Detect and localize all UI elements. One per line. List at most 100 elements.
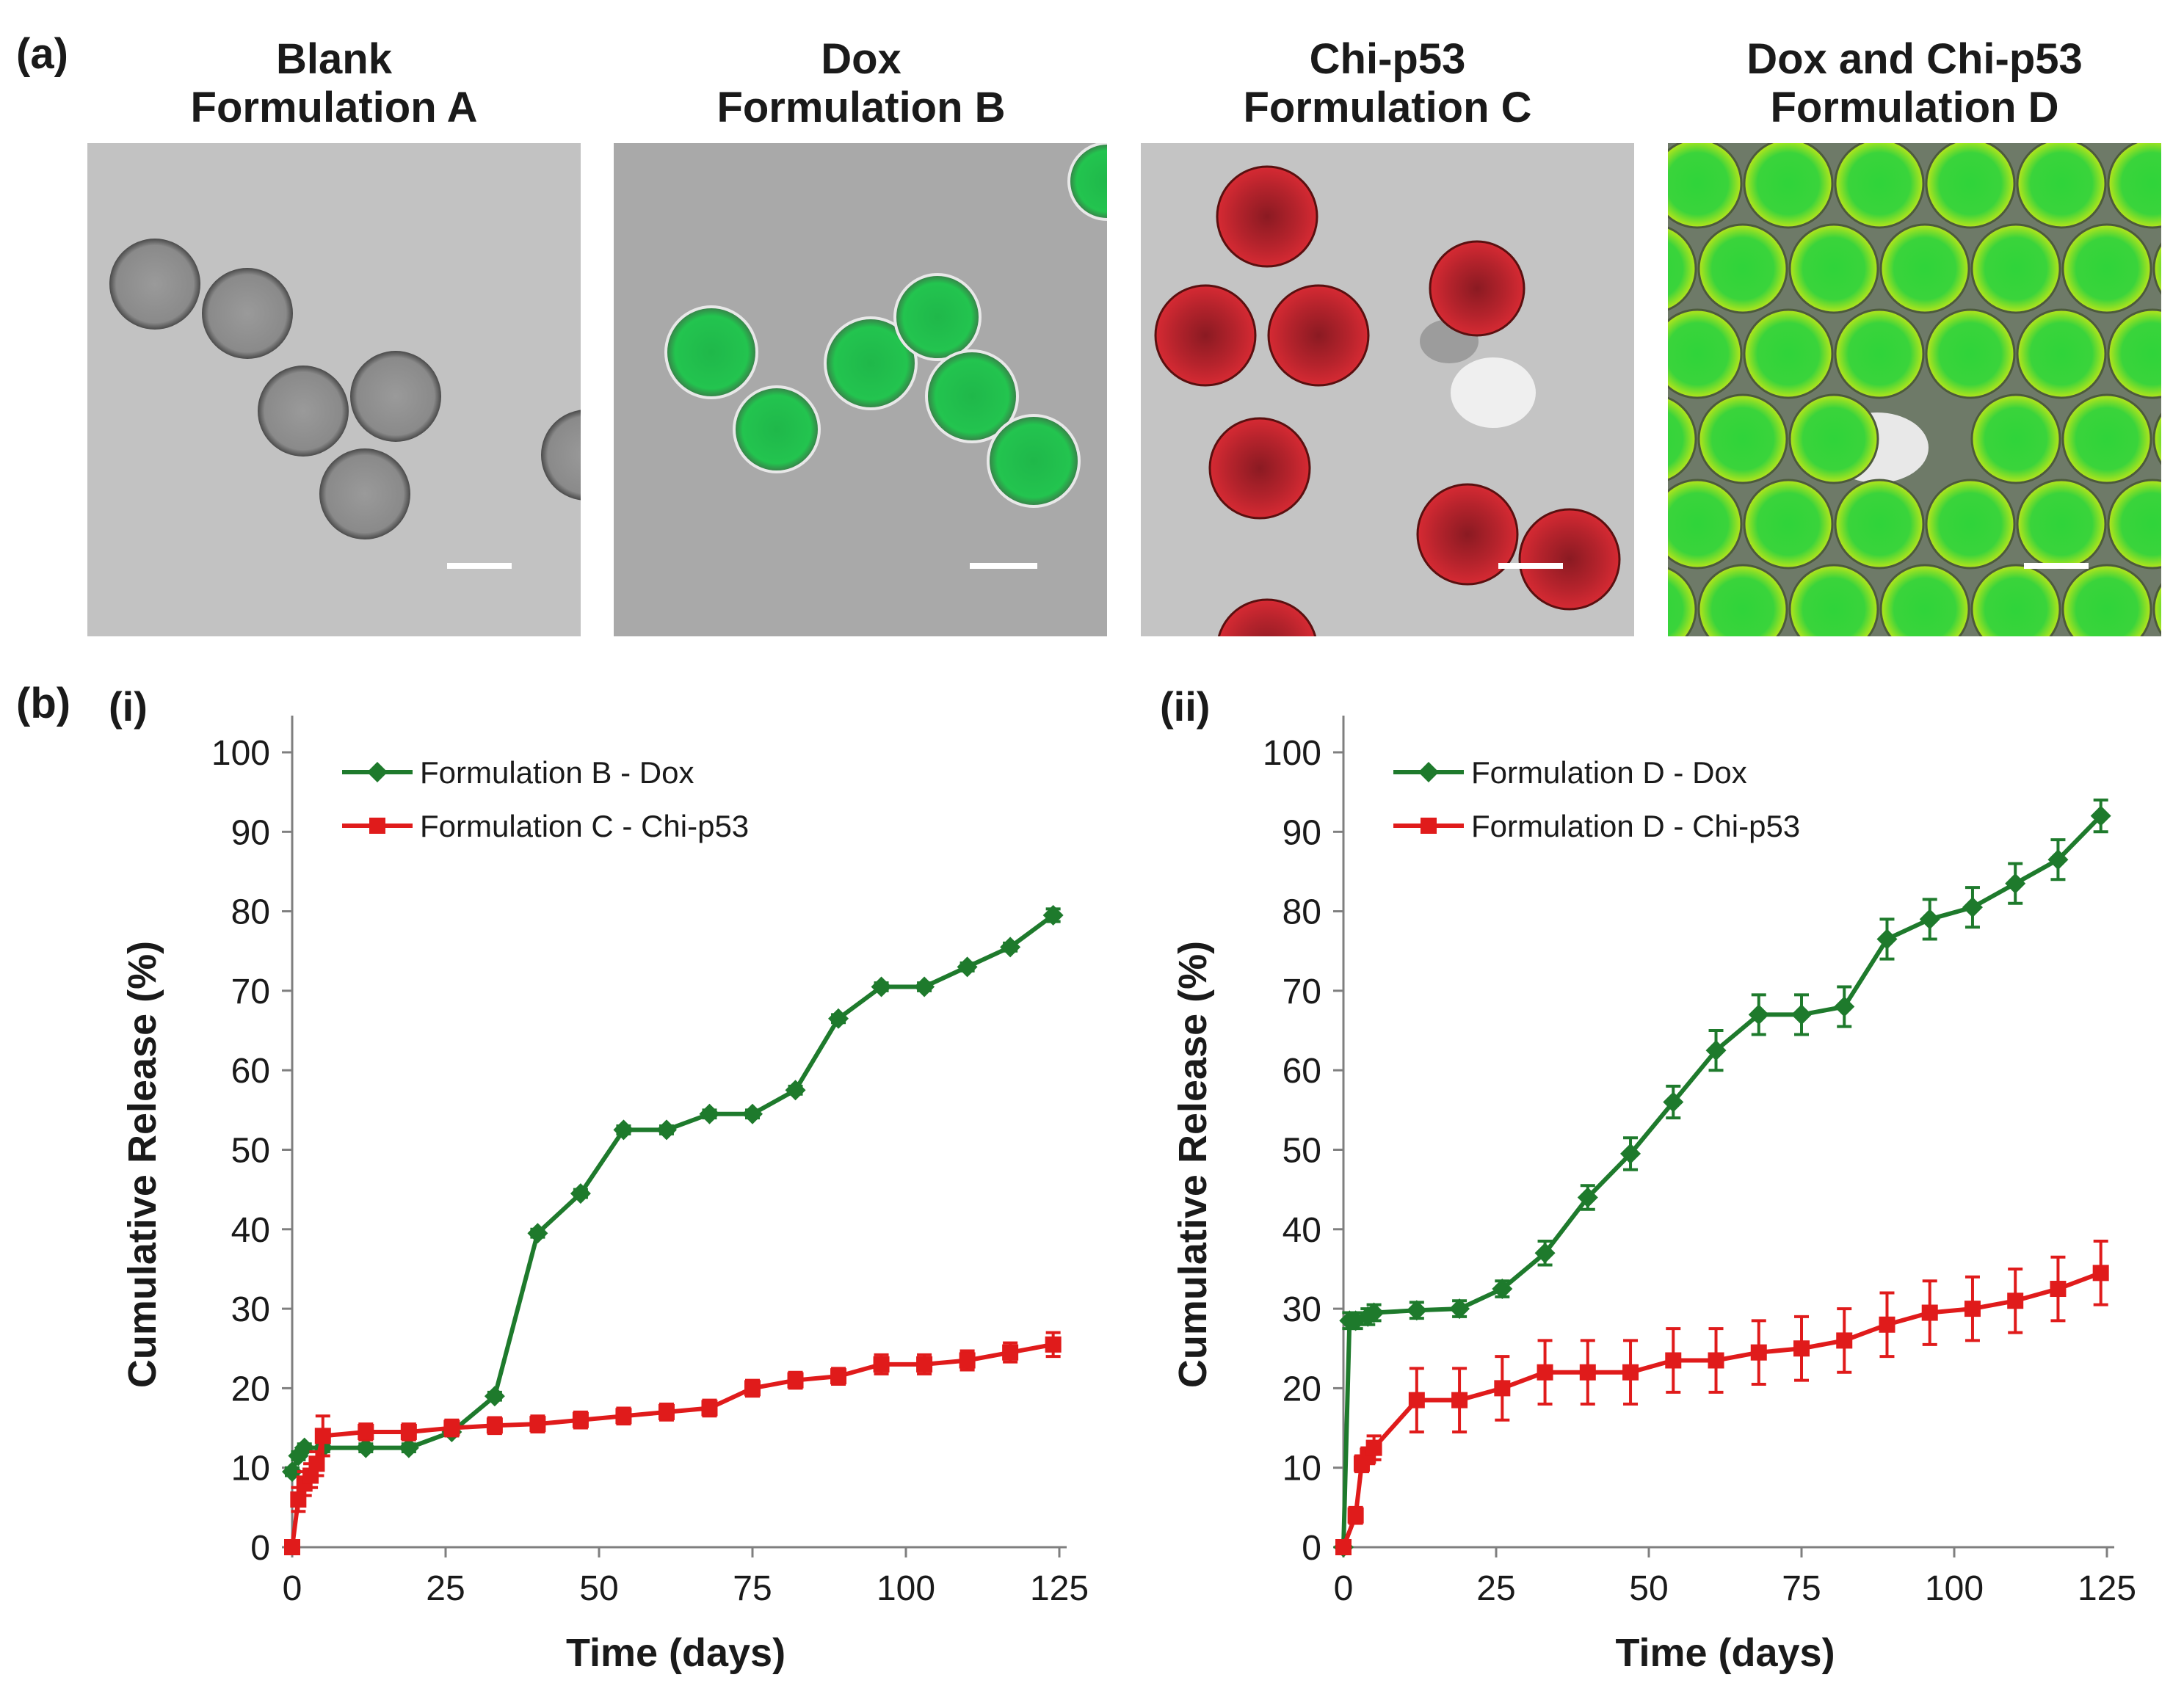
data-point — [570, 1183, 591, 1204]
series-line — [290, 913, 1055, 1473]
microsphere — [1834, 479, 1925, 570]
panel-b-label: (b) — [16, 680, 71, 727]
x-tick-label: 50 — [579, 1569, 618, 1608]
x-axis-label: Time (days) — [1615, 1631, 1835, 1675]
data-point — [1000, 937, 1021, 958]
chart-1: (i) 0 10 20 30 40 50 60 70 80 90 100 0 25 50 75 100 125 Ti… — [109, 683, 1089, 1675]
data-point — [1921, 1304, 1938, 1321]
data-point — [1449, 1298, 1470, 1320]
data-point — [443, 1419, 460, 1436]
data-point — [613, 1119, 634, 1141]
y-tick-label: 70 — [1283, 973, 1321, 1011]
data-point — [1579, 1364, 1596, 1381]
micrograph-a — [87, 143, 581, 636]
data-point — [1537, 1364, 1553, 1381]
legend-label: Formulation D - Chi-p53 — [1471, 809, 1800, 843]
microsphere — [2107, 143, 2161, 229]
microsphere — [2107, 308, 2161, 399]
microsphere — [2016, 308, 2107, 399]
data-point — [486, 1417, 503, 1434]
micrograph-d — [1668, 143, 2161, 636]
data-point — [284, 1539, 300, 1555]
microsphere — [1697, 564, 1788, 636]
data-point — [400, 1423, 417, 1440]
data-point — [1492, 1279, 1513, 1300]
data-point — [1363, 1302, 1385, 1323]
microsphere — [1154, 284, 1257, 387]
data-point — [1705, 1040, 1727, 1061]
data-point — [1620, 1143, 1641, 1164]
x-tick-label: 125 — [2078, 1569, 2136, 1608]
y-tick-label: 80 — [1283, 893, 1321, 932]
data-point — [1577, 1187, 1598, 1208]
microsphere — [1668, 396, 1697, 481]
y-tick-label: 100 — [1263, 734, 1321, 773]
y-tick-label: 10 — [231, 1450, 270, 1488]
microsphere — [1217, 598, 1317, 636]
y-tick-label: 40 — [231, 1211, 270, 1250]
microsphere — [925, 349, 1019, 443]
microsphere — [541, 410, 581, 501]
data-point — [2050, 1281, 2067, 1298]
y-tick-label: 30 — [231, 1290, 270, 1329]
data-point — [1622, 1364, 1639, 1381]
series-line — [1341, 814, 2103, 1548]
microsphere — [1879, 223, 1970, 314]
data-point — [1045, 1336, 1062, 1353]
data-point — [830, 1368, 847, 1385]
microsphere — [1416, 483, 1519, 586]
data-point — [1347, 1507, 1364, 1524]
micrograph-c — [1141, 143, 1634, 636]
image-title-b-line2: Formulation B — [716, 84, 1006, 131]
data-point — [2005, 873, 2026, 894]
data-point — [1964, 1301, 1981, 1317]
image-title-d-line2: Formulation D — [1770, 84, 2059, 131]
microsphere — [2061, 564, 2152, 636]
data-point — [398, 1437, 419, 1458]
data-point — [1408, 1392, 1425, 1408]
microsphere — [664, 305, 758, 399]
y-tick-label: 20 — [1283, 1370, 1321, 1408]
image-title-a: Blank Formulation A — [84, 35, 584, 132]
legend-marker — [1418, 762, 1439, 782]
legend-marker — [1421, 818, 1437, 834]
legend-label: Formulation B - Dox — [420, 755, 694, 790]
x-tick-label: 0 — [283, 1569, 302, 1608]
chart-2: (ii) 0 10 20 30 40 50 60 70 80 90 100 0 25 50 75 100 125 T… — [1160, 683, 2136, 1675]
y-tick-label: 40 — [1283, 1211, 1321, 1250]
data-point — [1879, 1316, 1895, 1333]
microsphere — [893, 273, 982, 361]
data-point — [1750, 1344, 1767, 1361]
microsphere — [1216, 165, 1318, 268]
microsphere — [1743, 143, 1834, 229]
data-point — [1451, 1392, 1468, 1408]
data-point — [290, 1491, 307, 1508]
series-chi — [1335, 1240, 2109, 1555]
data-point — [871, 976, 892, 997]
microsphere — [1925, 308, 2016, 399]
y-tick-label: 100 — [211, 734, 270, 773]
image-title-c-line1: Chi-p53 — [1309, 35, 1466, 83]
data-point — [2007, 1293, 2024, 1309]
data-point — [308, 1455, 325, 1472]
data-point — [615, 1408, 632, 1425]
microsphere — [2061, 223, 2152, 314]
image-title-c-line2: Formulation C — [1243, 84, 1532, 131]
data-point — [1534, 1243, 1556, 1264]
image-title-a-line1: Blank — [276, 35, 392, 83]
data-point — [873, 1356, 890, 1373]
data-point — [484, 1386, 505, 1407]
data-point — [916, 1356, 933, 1373]
x-tick-label: 100 — [877, 1569, 935, 1608]
data-point — [957, 956, 978, 978]
data-point — [1836, 1332, 1853, 1349]
image-title-a-line2: Formulation A — [190, 84, 478, 131]
x-tick-label: 25 — [426, 1569, 465, 1608]
legend-label: Formulation C - Chi-p53 — [420, 809, 749, 843]
image-title-b-line1: Dox — [821, 35, 901, 83]
scale-bar — [1498, 563, 1563, 569]
x-tick-label: 50 — [1629, 1569, 1668, 1608]
data-point — [787, 1372, 804, 1389]
microsphere — [1518, 508, 1621, 611]
microsphere — [319, 448, 410, 539]
